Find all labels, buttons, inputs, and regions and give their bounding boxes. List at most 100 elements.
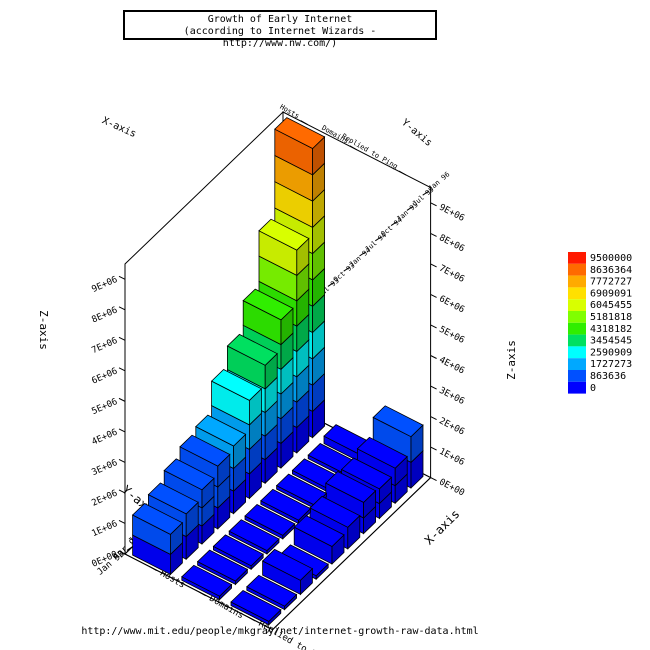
chart-title-box: Growth of Early Internet (according to I… (123, 10, 437, 49)
z-tick-label-left: 5E+06 (90, 397, 119, 417)
z-tick-left (118, 520, 126, 524)
legend-swatch (568, 287, 586, 300)
z-tick-label-right: 1E+06 (437, 447, 466, 468)
legend-label: 6045455 (590, 300, 632, 311)
bar-face-top (340, 457, 393, 490)
legend-swatch (568, 322, 586, 335)
z-tick-right (430, 416, 437, 420)
z-tick-right (430, 385, 437, 390)
z-tick-label-left: 6E+06 (90, 366, 119, 386)
z-tick-right (430, 446, 437, 451)
bar-face-top (179, 434, 231, 467)
legend-swatch (568, 311, 586, 323)
z-tick-label-right: 0E+00 (437, 477, 466, 498)
z-tick-label-left: 2E+06 (90, 489, 119, 509)
x-category-label-top: Replied to Ping (340, 132, 399, 171)
z-tick-left (118, 367, 126, 372)
legend-swatch (568, 275, 586, 288)
bar-face-top (212, 534, 264, 567)
y-tick-top (343, 266, 350, 272)
z-tick-right (430, 477, 437, 482)
legend-swatch (568, 334, 586, 347)
legend-label: 4318182 (590, 324, 632, 335)
z-tick-left (118, 336, 126, 341)
x-category-label-top: Hosts (278, 103, 300, 120)
bar-face-top (260, 488, 312, 521)
bar-replied-to-ping-jul-93 (261, 548, 314, 596)
bar-face-top (258, 218, 310, 251)
z-tick-left (118, 550, 126, 555)
bar-face-top (274, 117, 326, 149)
z-tick-left (118, 275, 126, 280)
legend-label: 5181818 (590, 312, 632, 323)
floor-front-edge-y (272, 477, 431, 630)
legend-swatch (568, 299, 586, 311)
z-tick-right (430, 355, 437, 359)
y-tick-top (422, 190, 429, 196)
z-tick-label-left: 1E+06 (90, 519, 119, 539)
legend-label: 3454545 (590, 336, 632, 347)
legend-swatch (568, 370, 586, 382)
z-tick-label-left: 7E+06 (90, 336, 119, 356)
bar-domains-jul-93 (212, 534, 264, 571)
legend-swatch (568, 358, 586, 370)
legend-swatch (568, 381, 586, 394)
x-tick-top (349, 145, 358, 151)
z-tick-left (118, 397, 126, 402)
legend-swatch (568, 263, 586, 276)
y-axis-title-top: Y-axis (399, 117, 434, 149)
bar-face-top (210, 369, 263, 401)
bar-face-top (226, 333, 278, 366)
bar-face-top (163, 458, 215, 491)
bar-face-top (325, 471, 377, 503)
bar-face-top (242, 288, 294, 321)
bar-domains-jan-93 (181, 564, 233, 601)
bar-face-top (131, 503, 184, 535)
z-tick-left (118, 428, 126, 433)
chart-title: Growth of Early Internet (207, 14, 353, 25)
z-tick-label-right: 9E+06 (437, 203, 466, 224)
x-tick-top (398, 170, 407, 176)
bar-face-top (147, 482, 199, 515)
bar-face-top (372, 405, 424, 438)
y-tick-top (327, 281, 335, 287)
legend-label: 7772727 (590, 277, 632, 288)
floor-front-edge-x (124, 553, 273, 631)
z-tick-right (430, 232, 437, 237)
bar-face-top (356, 436, 408, 469)
z-tick-label-left: 4E+06 (90, 427, 119, 447)
legend-label: 1727273 (590, 359, 632, 370)
z-tick-label-left: 9E+06 (90, 275, 119, 295)
z-axis-title-right: Z-axis (505, 340, 518, 380)
bar-face-top (277, 544, 329, 577)
bar-domains-jan-94 (244, 504, 296, 540)
z-tick-label-right: 8E+06 (437, 233, 466, 254)
chart-subtitle: (according to Internet Wizards - http://… (183, 26, 377, 49)
bar-face-top (181, 564, 233, 597)
bar-face-top (195, 414, 247, 447)
bar-replied-to-ping-jan-94 (293, 515, 345, 565)
z-axis-title-left: Z-axis (37, 310, 50, 350)
y-tick-left (126, 545, 134, 551)
bar-domains-oct-93 (228, 519, 280, 555)
y-tick-top (375, 236, 382, 242)
y-category-label-top: Jan 96 (427, 170, 452, 192)
bar-face-top (228, 519, 280, 552)
bar-replied-to-ping-jan-93 (230, 590, 282, 626)
z-tick-right (430, 293, 437, 298)
x-tick-top (300, 120, 308, 126)
legend-swatch (568, 252, 586, 264)
z-tick-label-right: 7E+06 (437, 264, 466, 285)
source-url: http://www.mit.edu/people/mkgray/net/int… (81, 626, 479, 637)
z-tick-left (118, 489, 126, 494)
bar-face-top (196, 549, 249, 582)
bar-face-top (230, 590, 282, 622)
legend-label: 8636364 (590, 265, 632, 276)
x-axis-title-top: X-axis (100, 115, 137, 140)
bar-domains-apr-93 (196, 549, 249, 586)
legend-label: 6909091 (590, 288, 632, 299)
bar-face-top (293, 515, 345, 547)
z-tick-label-right: 2E+06 (437, 416, 466, 437)
legend-label: 2590909 (590, 347, 632, 358)
legend-swatch (568, 346, 586, 359)
